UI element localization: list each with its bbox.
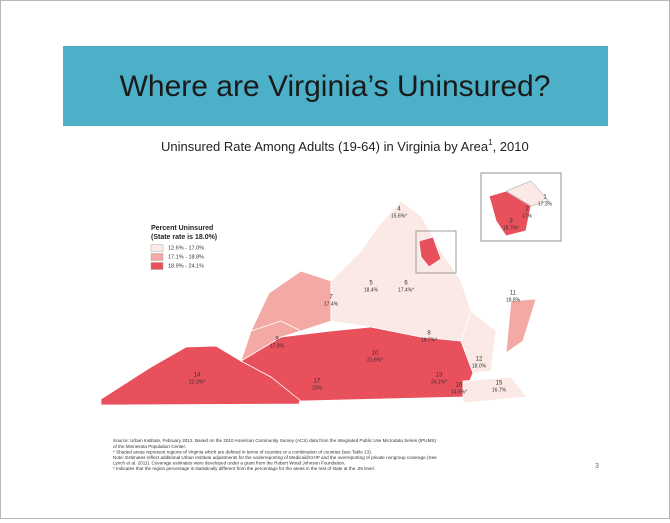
region-rate: 17.4% <box>324 301 339 307</box>
legend-swatch <box>150 262 164 270</box>
legend: 12.6% - 17.0% 17.1% - 18.8% 18.9% - 24.1% <box>150 244 204 270</box>
legend-label: 12.6% - 17.0% <box>168 245 204 251</box>
legend-label: 18.9% - 24.1% <box>168 263 204 269</box>
note-line: * Indicates that the region percentage i… <box>113 466 375 471</box>
legend-subtitle: (State rate is 18.0%) <box>151 234 217 241</box>
region-rate: 21.6%* <box>367 357 383 363</box>
region-rate: 18.4% <box>364 287 379 293</box>
map <box>100 200 537 406</box>
source-notes: Source: Urban Institute, February 2012. … <box>113 438 437 471</box>
region-rate: 17% <box>522 213 533 219</box>
map-title-main: Uninsured Rate Among Adults (19-64) in V… <box>161 139 489 154</box>
region-number: 13 <box>436 373 443 379</box>
legend-swatch <box>150 244 164 252</box>
region-12 <box>460 310 497 374</box>
region-number: 5 <box>369 281 373 287</box>
region-rate: 15.6%* <box>391 213 407 219</box>
region-rate: 22.0%* <box>189 379 205 385</box>
region-rate: 16.7% <box>492 387 507 393</box>
region-number: 9 <box>275 337 279 343</box>
region-number: 3 <box>509 219 513 225</box>
region-rate: 17.8% <box>270 343 285 349</box>
note-line: * Shaded areas represent regions of Virg… <box>113 449 372 454</box>
note-line: Note: Estimates reflect additional Urban… <box>113 455 437 460</box>
inset-marker <box>415 230 457 274</box>
legend-label: 17.1% - 18.8% <box>168 254 204 260</box>
page-number: 3 <box>595 463 599 470</box>
region-number: 14 <box>194 373 201 379</box>
region-number: 11 <box>510 291 517 297</box>
region-7 <box>250 270 332 332</box>
region-rate: 17.4%* <box>398 287 414 293</box>
note-line: Lynch et al. 2011). Coverage estimates w… <box>113 461 345 466</box>
region-number: 12 <box>476 357 483 363</box>
inset-region-1-2 <box>505 180 550 207</box>
region-rate: 14.5%* <box>451 389 467 395</box>
region-number: 2 <box>525 207 529 213</box>
region-number: 17 <box>314 379 321 385</box>
region-rate: 18.7%* <box>503 225 519 231</box>
region-rate: 16.7%* <box>421 337 437 343</box>
region-rate: 18.8% <box>506 297 521 303</box>
title-bar <box>63 46 608 126</box>
map-title-footnote: 1 <box>488 138 493 147</box>
map-title-year: , 2010 <box>493 139 529 154</box>
region-rate: 24.1%* <box>431 379 447 385</box>
region-4-5-6-8 <box>330 200 472 342</box>
map-title: Uninsured Rate Among Adults (19-64) in V… <box>161 138 529 154</box>
region-number: 10 <box>372 351 379 357</box>
region-number: 6 <box>404 281 408 287</box>
region-rate: 17.3% <box>538 201 553 207</box>
region-labels: 117.3%217%318.7%*415.6%*518.4%617.4%*717… <box>189 195 553 396</box>
legend-title: Percent Uninsured <box>151 225 213 232</box>
region-3 <box>418 236 442 268</box>
region-number: 1 <box>543 195 547 201</box>
legend-swatch <box>150 253 164 261</box>
region-number: 8 <box>427 331 431 337</box>
slide-title: Where are Virginia’s Uninsured? <box>120 70 551 103</box>
region-number: 15 <box>496 381 503 387</box>
region-number: 7 <box>329 295 333 301</box>
note-line: Source: Urban Institute, February 2012. … <box>113 438 436 443</box>
region-15-16 <box>462 376 528 404</box>
region-11 <box>505 298 537 354</box>
region-rate: 18.0% <box>472 363 487 369</box>
region-rate: 23% <box>312 385 323 391</box>
region-number: 16 <box>456 383 463 389</box>
region-number: 4 <box>397 207 401 213</box>
note-line: of the Minnesota Population Center. <box>113 444 186 449</box>
